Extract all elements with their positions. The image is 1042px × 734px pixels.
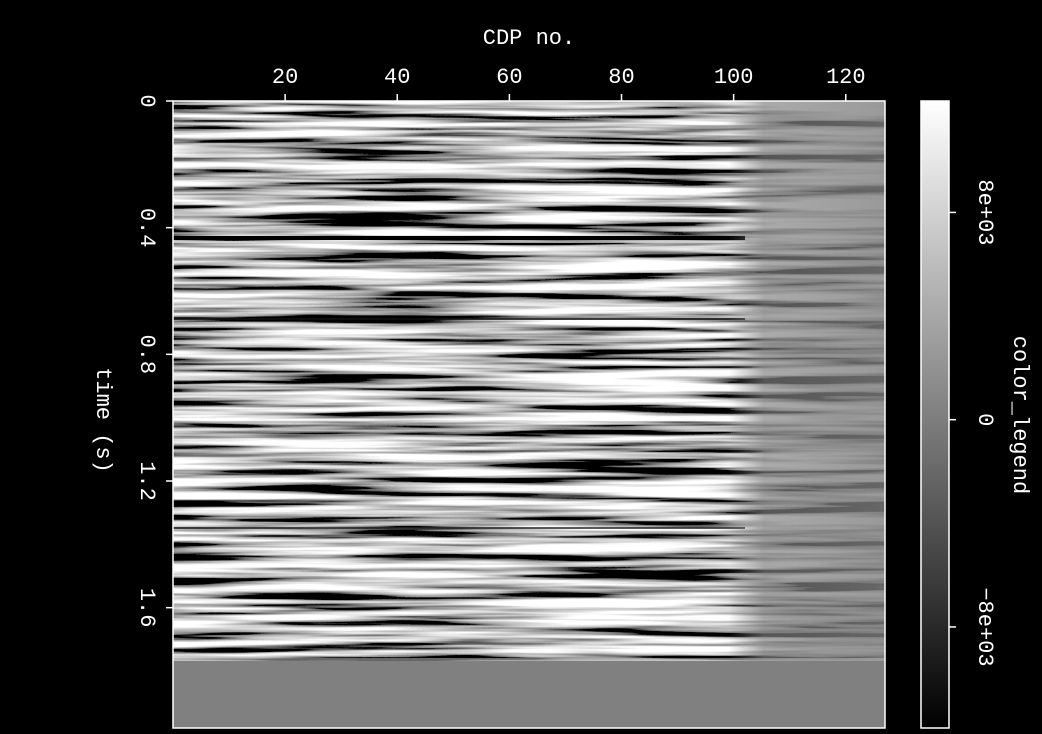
plot-frame bbox=[172, 100, 886, 729]
x-axis-label: CDP no. bbox=[483, 26, 575, 51]
colorbar-label: color_legend bbox=[1007, 336, 1032, 494]
colorbar bbox=[920, 100, 950, 729]
y-tick-label: 1.2 bbox=[134, 461, 159, 501]
seismic-image bbox=[173, 101, 885, 661]
y-axis-label: time (s) bbox=[90, 367, 115, 473]
reflector bbox=[173, 236, 745, 240]
x-tick-label: 40 bbox=[384, 65, 410, 90]
y-tick-label: 1.6 bbox=[134, 588, 159, 628]
x-tick-label: 100 bbox=[714, 65, 754, 90]
y-tick-label: 0.4 bbox=[134, 208, 159, 248]
y-tick-label: 0 bbox=[134, 94, 159, 107]
x-tick-label: 80 bbox=[608, 65, 634, 90]
colorbar-tick-label: −8e+03 bbox=[972, 587, 997, 666]
colorbar-tick-label: 8e+03 bbox=[972, 179, 997, 245]
colorbar-tick-label: 0 bbox=[972, 413, 997, 426]
bottom-edge bbox=[173, 658, 885, 661]
x-tick-label: 120 bbox=[826, 65, 866, 90]
y-tick-label: 0.8 bbox=[134, 335, 159, 375]
reflector bbox=[173, 241, 745, 243]
x-tick-label: 60 bbox=[496, 65, 522, 90]
reflector bbox=[173, 318, 745, 320]
reflector bbox=[173, 527, 745, 529]
x-tick-label: 20 bbox=[272, 65, 298, 90]
seismic-texture bbox=[173, 101, 885, 661]
